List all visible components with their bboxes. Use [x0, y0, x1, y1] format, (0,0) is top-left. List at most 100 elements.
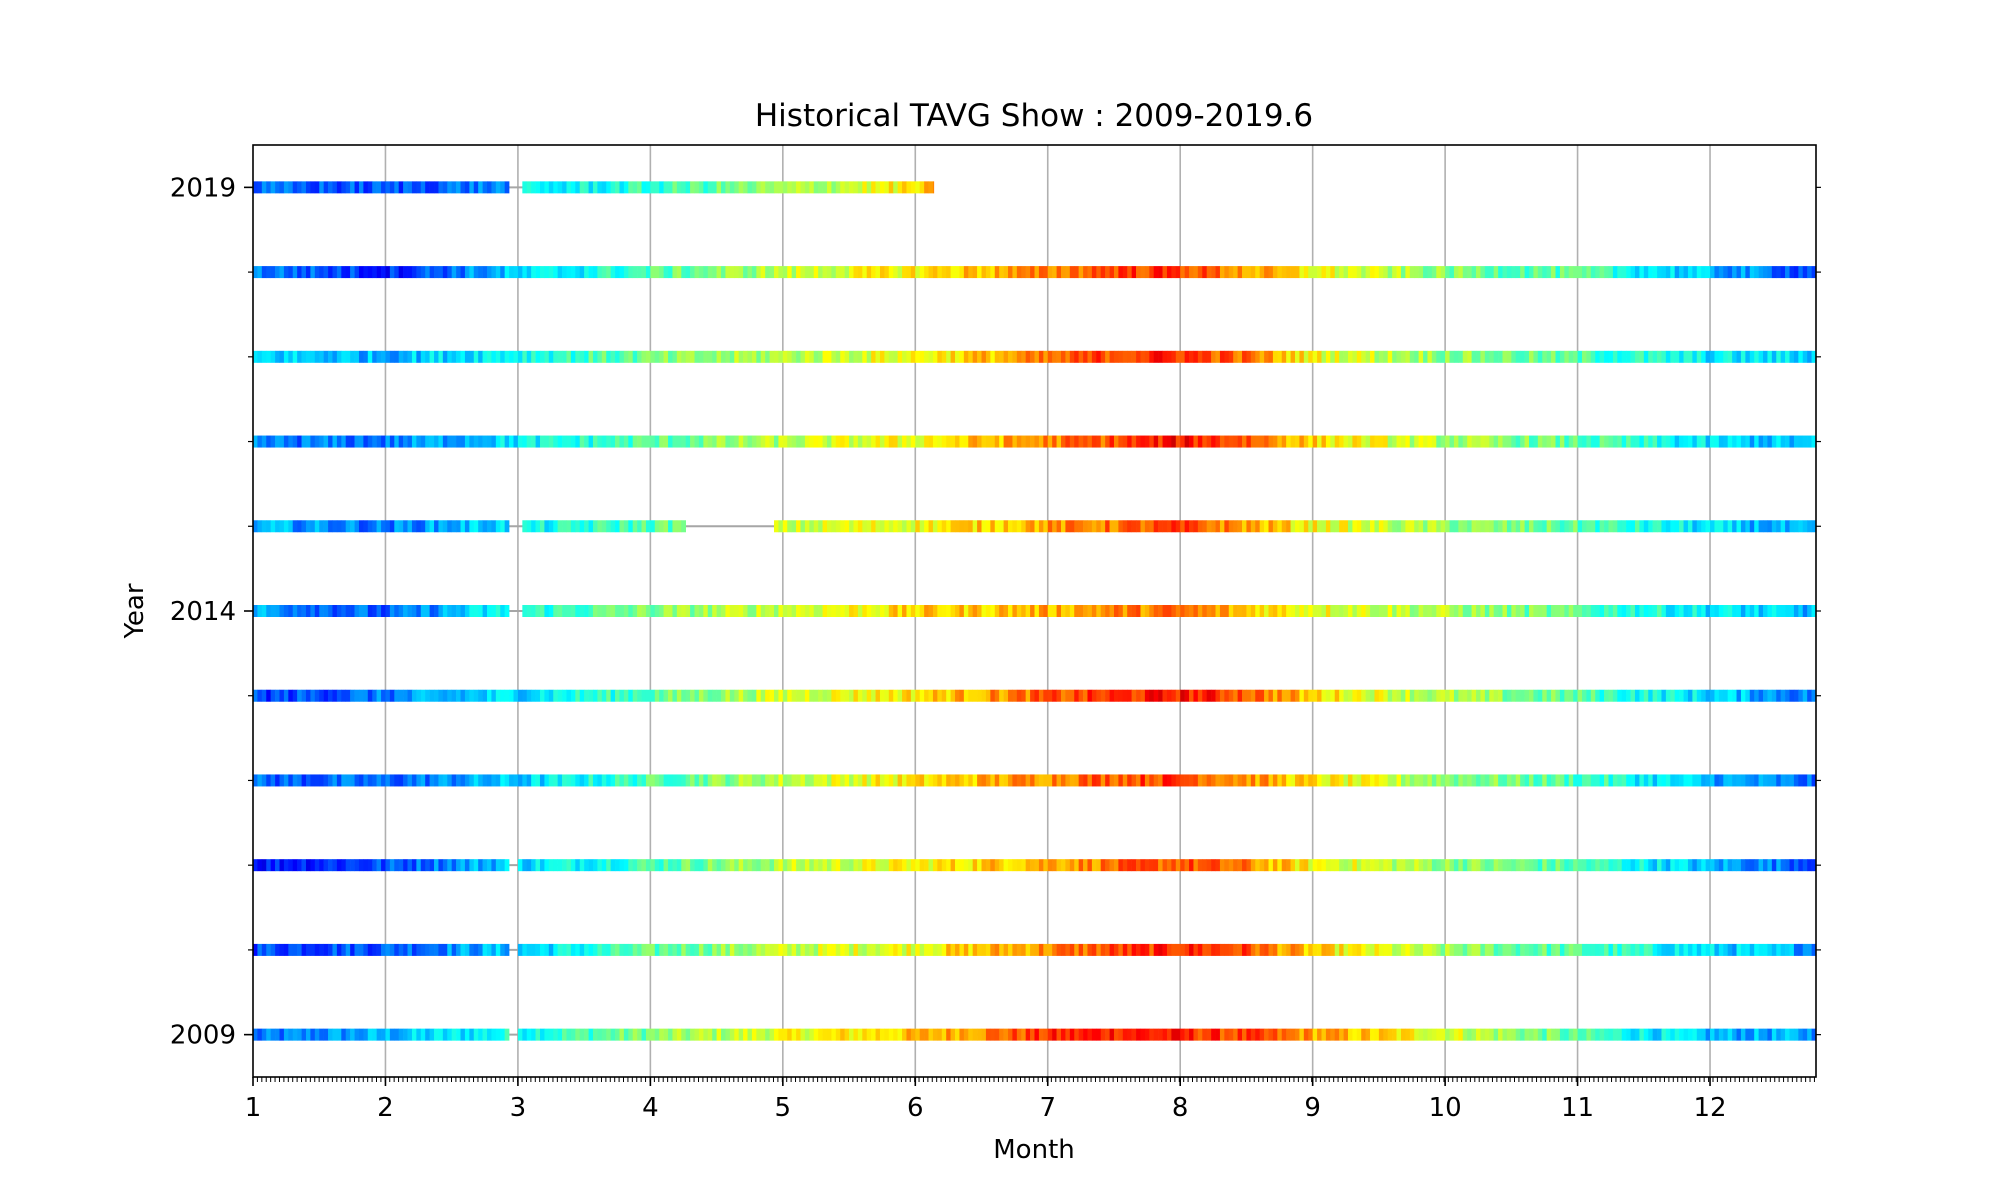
day-cell	[363, 774, 369, 787]
day-cell	[1480, 266, 1486, 279]
day-cell	[319, 266, 324, 279]
day-cell	[539, 520, 545, 533]
day-cell	[1078, 266, 1084, 279]
day-cell	[1798, 1028, 1804, 1041]
day-cell	[1595, 859, 1600, 872]
day-cell	[787, 859, 792, 872]
day-cell	[800, 689, 806, 702]
day-cell	[1767, 605, 1773, 617]
day-cell	[641, 1028, 647, 1041]
day-cell	[1250, 520, 1256, 533]
day-cell	[906, 774, 912, 787]
day-cell	[1180, 520, 1185, 533]
day-cell	[288, 520, 294, 533]
day-cell	[760, 774, 766, 787]
day-cell	[1219, 605, 1225, 617]
day-cell	[1387, 1028, 1393, 1041]
day-cell	[738, 774, 744, 787]
day-cell	[782, 435, 788, 448]
day-cell	[601, 1028, 607, 1041]
day-cell	[1811, 859, 1817, 872]
day-cell	[747, 266, 753, 279]
day-cell	[862, 1028, 868, 1041]
day-cell	[1352, 520, 1358, 533]
day-cell	[1687, 1028, 1693, 1041]
day-cell	[778, 520, 784, 533]
day-cell	[1250, 689, 1256, 702]
day-cell	[606, 181, 611, 194]
day-cell	[1370, 266, 1375, 279]
day-cell	[319, 181, 324, 194]
day-cell	[849, 689, 854, 702]
day-cell	[818, 1028, 823, 1041]
heat-strips	[253, 181, 1817, 1041]
day-cell	[1802, 1028, 1808, 1041]
day-cell	[1405, 605, 1411, 617]
day-cell	[1078, 774, 1084, 787]
day-cell	[1189, 605, 1194, 617]
day-cell	[1811, 520, 1817, 533]
day-cell	[1515, 350, 1521, 363]
day-cell	[1749, 266, 1755, 279]
day-cell	[676, 435, 682, 448]
day-cell	[1771, 689, 1777, 702]
day-cell	[1038, 689, 1044, 702]
day-cell	[1807, 266, 1812, 279]
day-cell	[292, 943, 298, 956]
day-cell	[919, 266, 925, 279]
day-cell	[879, 435, 885, 448]
day-cell	[1701, 266, 1706, 279]
day-cell	[915, 181, 921, 194]
day-cell	[946, 859, 951, 872]
day-cell	[1228, 859, 1234, 872]
day-cell	[1436, 266, 1442, 279]
day-cell	[959, 689, 965, 702]
day-cell	[491, 1028, 497, 1041]
day-cell	[897, 520, 903, 533]
day-cell	[1652, 689, 1658, 702]
day-cell	[782, 689, 788, 702]
day-cell	[1378, 520, 1384, 533]
day-cell	[822, 859, 828, 872]
day-cell	[535, 350, 541, 363]
day-cell	[592, 774, 598, 787]
day-cell	[1498, 520, 1503, 533]
day-cell	[517, 859, 523, 872]
day-cell	[619, 605, 625, 617]
day-cell	[531, 435, 536, 448]
day-cell	[915, 1028, 921, 1041]
day-cell	[350, 943, 355, 956]
day-cell	[601, 181, 607, 194]
day-cell	[1365, 859, 1371, 872]
day-cell	[1334, 774, 1340, 787]
day-cell	[1767, 774, 1773, 787]
day-cell	[1555, 350, 1561, 363]
day-cell	[1568, 774, 1574, 787]
day-cell	[1559, 1028, 1565, 1041]
day-cell	[1789, 350, 1795, 363]
day-cell	[526, 943, 532, 956]
day-cell	[1113, 266, 1119, 279]
day-cell	[1692, 774, 1698, 787]
day-cell	[601, 520, 607, 533]
day-cell	[1387, 859, 1393, 872]
day-cell	[1352, 350, 1358, 363]
day-cell	[1418, 520, 1424, 533]
day-cell	[826, 435, 832, 448]
day-cell	[1206, 520, 1212, 533]
day-cell	[1564, 605, 1570, 617]
day-cell	[941, 605, 947, 617]
day-cell	[809, 689, 815, 702]
day-cell	[1568, 859, 1574, 872]
day-cell	[884, 520, 890, 533]
day-cell	[1555, 774, 1561, 787]
day-cell	[999, 774, 1004, 787]
day-cell	[1480, 350, 1486, 363]
day-cell	[553, 774, 558, 787]
day-cell	[336, 943, 342, 956]
day-cell	[738, 689, 744, 702]
day-cell	[1140, 774, 1146, 787]
day-cell	[1149, 435, 1155, 448]
day-cell	[1339, 689, 1344, 702]
x-tick-label-12: 12	[1693, 1093, 1726, 1123]
